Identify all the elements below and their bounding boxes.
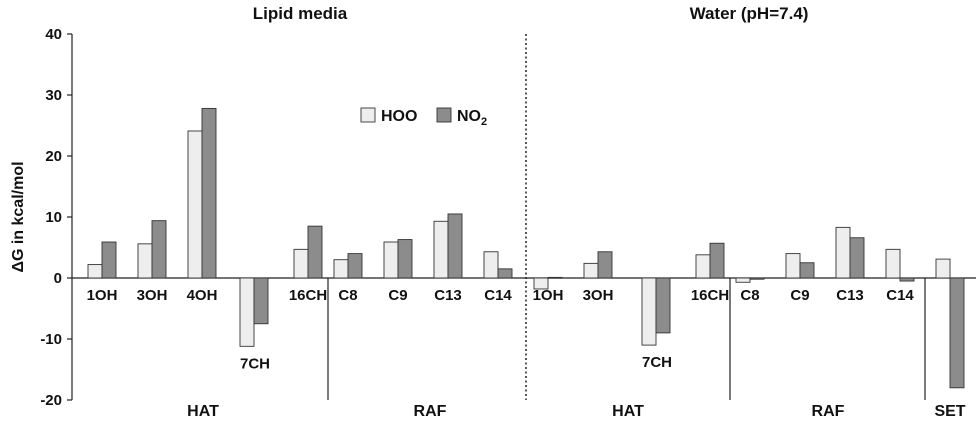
bar-hoo-1oh — [533, 277, 549, 290]
bar-hoo-set — [935, 258, 951, 279]
bar-no2-16ch — [307, 225, 323, 279]
group-label: HAT — [612, 403, 644, 420]
bar-no2-7ch — [253, 277, 269, 325]
y-tick-label: 0 — [54, 270, 62, 287]
group-label: HAT — [187, 403, 219, 420]
group-label: RAF — [812, 403, 845, 420]
y-tick-label: -10 — [40, 331, 62, 348]
bar-no2-16ch — [709, 242, 725, 279]
bar-no2-1oh — [547, 276, 563, 279]
bar-hoo-3oh — [137, 243, 153, 279]
y-tick-label: 10 — [45, 209, 62, 226]
bar-no2-c13 — [849, 237, 865, 279]
bar-hoo-c14 — [885, 248, 901, 279]
y-tick-label: -20 — [40, 392, 62, 409]
bar-hoo-c9 — [383, 241, 399, 279]
labels-layer: -20 -10 0 10 20 30 40 ΔG in kcal/mol Lipid media… — [10, 4, 966, 420]
bar-no2-c14 — [497, 268, 513, 279]
bar-hoo-c13 — [433, 220, 449, 279]
panel-title: Water (pH=7.4) — [690, 4, 809, 23]
bar-no2-3oh — [597, 251, 613, 279]
category-label: C13 — [434, 287, 462, 304]
legend-swatch — [436, 107, 452, 123]
bar-hoo-4oh — [187, 130, 203, 279]
category-label: 7CH — [642, 354, 672, 371]
bar-no2-c9 — [799, 262, 815, 279]
category-label: C13 — [836, 287, 864, 304]
axis-layer — [67, 33, 976, 401]
bar-no2-c8 — [347, 253, 363, 279]
y-tick-label: 40 — [45, 26, 62, 43]
legend-swatch — [360, 107, 376, 123]
bar-no2-7ch — [655, 277, 671, 334]
bar-no2-3oh — [151, 220, 167, 279]
bar-no2-c8 — [749, 277, 765, 280]
group-label: SET — [934, 403, 965, 420]
category-label: 4OH — [187, 287, 218, 304]
category-label: 3OH — [583, 287, 614, 304]
y-tick-label: 20 — [45, 148, 62, 165]
bar-no2-1oh — [101, 241, 117, 279]
category-label: 7CH — [240, 355, 270, 372]
category-label: C9 — [790, 287, 809, 304]
y-axis-label: ΔG in kcal/mol — [10, 161, 27, 272]
category-label: 1OH — [533, 287, 564, 304]
category-label: 16CH — [691, 287, 729, 304]
bar-no2-set — [949, 277, 965, 389]
category-label: 3OH — [137, 287, 168, 304]
category-label: 16CH — [289, 287, 327, 304]
bar-hoo-16ch — [695, 254, 711, 279]
panel-title: Lipid media — [253, 4, 348, 23]
legend-label: HOO — [381, 108, 417, 125]
bar-hoo-16ch — [293, 248, 309, 279]
category-label: 1OH — [87, 287, 118, 304]
bar-hoo-7ch — [641, 277, 657, 346]
bar-no2-c9 — [397, 239, 413, 279]
legend-subscript: 2 — [481, 116, 487, 128]
bar-hoo-c8 — [333, 259, 349, 279]
bar-hoo-c8 — [735, 277, 751, 283]
bar-hoo-c9 — [785, 253, 801, 279]
legend: HOO NO2 — [360, 107, 487, 128]
legend-label: NO2 — [457, 108, 487, 128]
category-label: C14 — [484, 287, 512, 304]
category-label: C8 — [338, 287, 357, 304]
bar-no2-4oh — [201, 107, 217, 279]
bar-hoo-c13 — [835, 226, 851, 279]
bar-no2-c13 — [447, 213, 463, 279]
bar-hoo-1oh — [87, 264, 103, 279]
category-label: C8 — [740, 287, 759, 304]
group-label: RAF — [414, 403, 447, 420]
category-label: C9 — [388, 287, 407, 304]
bar-no2-c14 — [899, 277, 915, 282]
bar-hoo-7ch — [239, 277, 255, 347]
y-tick-label: 30 — [45, 87, 62, 104]
bar-hoo-c14 — [483, 251, 499, 279]
bars-layer — [87, 107, 965, 389]
bar-hoo-3oh — [583, 262, 599, 279]
category-label: C14 — [886, 287, 914, 304]
